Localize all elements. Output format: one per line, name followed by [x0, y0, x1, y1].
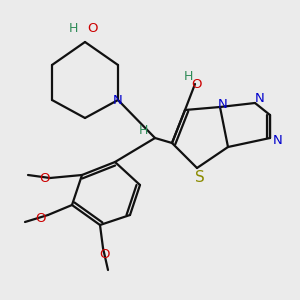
- Text: H: H: [138, 124, 148, 136]
- Text: N: N: [218, 98, 228, 110]
- Text: N: N: [255, 92, 265, 104]
- Text: O: O: [192, 77, 202, 91]
- Text: O: O: [35, 212, 45, 224]
- Text: O: O: [88, 22, 98, 34]
- Text: H: H: [69, 22, 78, 34]
- Text: H: H: [183, 70, 193, 83]
- Text: O: O: [100, 248, 110, 262]
- Text: N: N: [113, 94, 123, 106]
- Text: S: S: [195, 170, 205, 185]
- Text: N: N: [273, 134, 283, 146]
- Text: O: O: [39, 172, 49, 184]
